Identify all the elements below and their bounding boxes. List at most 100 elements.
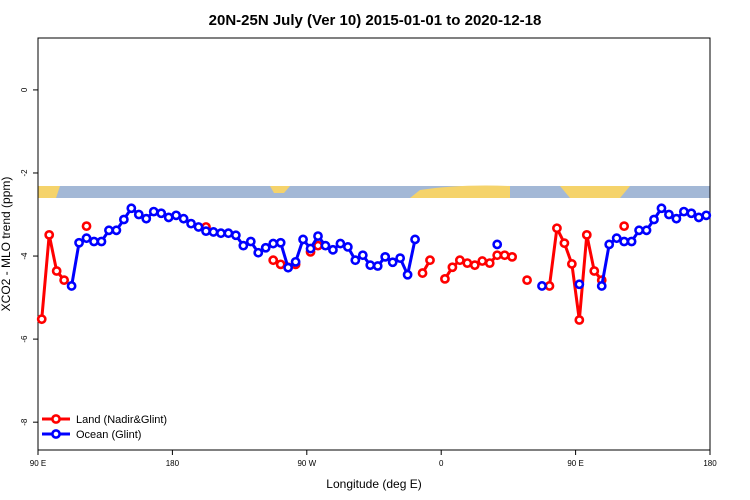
point [626,236,637,247]
point [357,250,368,261]
point [178,213,189,224]
point [581,229,592,240]
point [328,244,338,255]
point [425,255,435,266]
point [96,236,107,247]
point [552,223,562,234]
point [216,228,226,239]
y-tick-label: 0 [20,87,29,92]
point [380,251,391,262]
point [596,281,607,291]
point [298,234,308,245]
x-tick-label: 90 E [567,459,583,468]
y-tick-label: -8 [20,418,29,426]
point [350,255,361,266]
plot-frame [37,37,711,451]
x-axis-label: Longitude (deg E) [326,477,421,491]
point [656,203,667,214]
point [89,236,99,247]
point [402,269,413,280]
point [440,273,450,284]
y-tick-label: -6 [20,335,29,343]
point [365,260,376,271]
x-tick-label: 90 W [297,459,316,468]
legend-marker [51,414,61,424]
point [701,210,712,221]
point [454,255,465,266]
point [559,238,570,249]
point [81,221,92,232]
point [410,234,420,245]
point [395,253,406,264]
map-strip [38,185,710,198]
point [641,225,652,236]
point [59,275,70,286]
point [156,208,167,219]
point [619,236,630,247]
point [111,225,122,236]
point [81,233,92,244]
point [305,243,316,254]
point [245,236,256,247]
x-tick-label: 0 [439,459,444,468]
point [193,222,204,232]
point [693,212,704,223]
point [507,251,518,262]
point [148,206,159,217]
point [223,228,234,239]
point [387,257,398,268]
point [208,227,219,237]
series-line [42,226,624,320]
point [522,275,532,286]
point [141,213,152,224]
legend-marker [51,429,61,439]
point [634,225,644,236]
point [133,209,144,220]
point [664,209,674,220]
point [230,230,241,241]
point [275,259,286,270]
point [313,231,323,242]
x-tick-label: 180 [703,459,717,468]
point [260,242,271,253]
point [74,237,84,248]
point [186,218,196,229]
point [238,240,249,251]
y-axis-label: XCO2 - MLO trend (ppm) [0,177,13,312]
point [619,221,630,232]
point [118,214,129,225]
y-tick-label: -4 [20,252,29,260]
point [417,268,428,278]
chart-title: 20N-25N July (Ver 10) 2015-01-01 to 2020… [209,12,542,29]
point [537,281,547,291]
point [104,225,114,236]
point [566,259,577,269]
x-tick-label: 180 [166,459,180,468]
point [678,206,689,217]
point [283,262,294,273]
point [335,238,346,249]
point [44,229,55,240]
point [462,258,473,269]
x-tick-label: 90 E [30,459,46,468]
point [611,233,622,244]
y-tick-label: -2 [20,169,29,177]
point [671,213,682,224]
point [499,250,510,261]
point [171,210,182,221]
point [492,239,503,250]
point [253,247,264,258]
point [649,214,659,225]
point [275,237,286,248]
point [320,240,331,251]
point [290,256,301,267]
point [201,226,211,237]
point [126,203,137,214]
point [268,255,279,266]
point [484,258,495,269]
point [36,314,47,325]
point [342,242,353,252]
legend-label: Land (Nadir&Glint) [76,414,167,426]
point [574,315,585,325]
